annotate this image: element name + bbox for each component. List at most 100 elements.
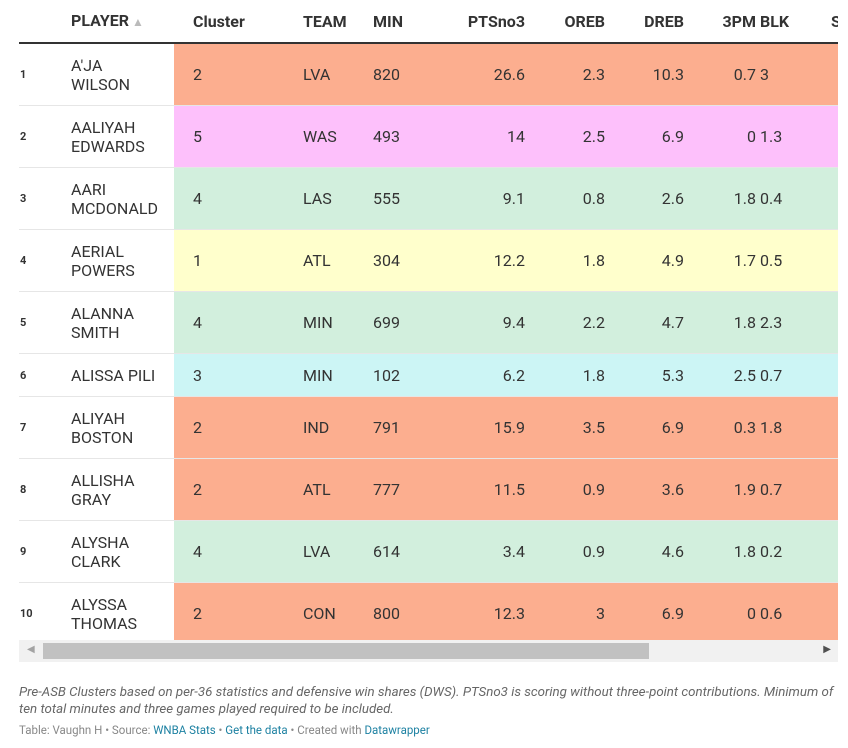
table-row: 7 ALIYAH BOSTON 2 IND 791 15.9 3.5 6.9 0.3 1.8 (19, 396, 838, 459)
scroll-right-arrow-icon[interactable]: ▶ (823, 644, 831, 655)
rank-cell: 4 (19, 229, 71, 292)
dreb-cell: 6.9 (605, 582, 684, 640)
ptsno3-cell: 26.6 (429, 43, 525, 106)
ptsno3-cell: 3.4 (429, 520, 525, 583)
player-name-line2: CLARK (71, 551, 121, 571)
s-cell (831, 520, 838, 583)
table-row: 9 ALYSHA CLARK 4 LVA 614 3.4 0.9 4.6 1.8 0.2 (19, 520, 838, 583)
blk-cell: 2.3 (756, 291, 831, 354)
oreb-cell: 3 (525, 582, 605, 640)
s-cell (831, 458, 838, 521)
table-row: 1 A'JA WILSON 2 LVA 820 26.6 2.3 10.3 0.7 3 (19, 43, 838, 106)
team-cell: WAS (303, 105, 373, 168)
table-body: 1 A'JA WILSON 2 LVA 820 26.6 2.3 10.3 0.7 3 2 AALIYA… (19, 43, 838, 640)
rank-cell: 3 (19, 167, 71, 230)
header-team[interactable]: TEAM (303, 0, 373, 44)
player-name-line1: ALIYAH (71, 408, 125, 428)
min-cell: 777 (373, 458, 429, 521)
oreb-cell: 0.9 (525, 520, 605, 583)
player-cell: ALANNA SMITH (71, 291, 174, 354)
oreb-cell: 1.8 (525, 229, 605, 292)
s-cell (831, 43, 838, 106)
scroll-left-arrow-icon[interactable]: ◀ (27, 644, 35, 655)
ptsno3-cell: 9.1 (429, 167, 525, 230)
table-notes: Pre-ASB Clusters based on per-36 statist… (19, 685, 834, 717)
get-the-data-link[interactable]: Get the data (225, 723, 288, 737)
blk-cell: 0.2 (756, 520, 831, 583)
s-cell (831, 105, 838, 168)
cluster-cell: 3 (174, 353, 303, 397)
dreb-cell: 6.9 (605, 105, 684, 168)
header-player[interactable]: PLAYER ▲ (71, 0, 174, 44)
player-cell: ALYSSA THOMAS (71, 582, 174, 640)
team-cell: LVA (303, 43, 373, 106)
rank-cell: 10 (19, 582, 71, 640)
3pm-cell: 1.8 (684, 167, 756, 230)
horizontal-scrollbar[interactable]: ◀ ▶ (19, 640, 838, 662)
source-link[interactable]: WNBA Stats (153, 723, 216, 737)
dreb-cell: 3.6 (605, 458, 684, 521)
blk-cell: 1.3 (756, 105, 831, 168)
oreb-cell: 2.3 (525, 43, 605, 106)
table-viewport[interactable]: PLAYER ▲ Cluster TEAM MIN PTSno3 OREB DRE… (19, 0, 838, 640)
cluster-cell: 4 (174, 520, 303, 583)
sort-ascending-icon[interactable]: ▲ (132, 14, 144, 29)
cluster-cell: 5 (174, 105, 303, 168)
header-3pm[interactable]: 3PM (684, 0, 756, 44)
player-name-line2: MCDONALD (71, 198, 158, 218)
player-name-line2: WILSON (71, 74, 131, 94)
datawrapper-link[interactable]: Datawrapper (364, 723, 430, 737)
header-blk[interactable]: BLK (756, 0, 831, 44)
3pm-cell: 2.5 (684, 353, 756, 397)
player-name-line1: AALIYAH (71, 117, 136, 137)
rank-cell: 7 (19, 396, 71, 459)
oreb-cell: 2.5 (525, 105, 605, 168)
header-min[interactable]: MIN (373, 0, 429, 44)
header-dreb[interactable]: DREB (605, 0, 684, 44)
ptsno3-cell: 9.4 (429, 291, 525, 354)
s-cell (831, 582, 838, 640)
dreb-cell: 6.9 (605, 396, 684, 459)
header-oreb[interactable]: OREB (525, 0, 605, 44)
dreb-cell: 2.6 (605, 167, 684, 230)
table-row: 8 ALLISHA GRAY 2 ATL 777 11.5 0.9 3.6 1.9 0.7 (19, 458, 838, 521)
s-cell (831, 291, 838, 354)
ptsno3-cell: 12.2 (429, 229, 525, 292)
s-cell (831, 229, 838, 292)
header-ptsno3[interactable]: PTSno3 (429, 0, 525, 44)
player-name-line2: POWERS (71, 260, 135, 280)
blk-cell: 0.7 (756, 353, 831, 397)
team-cell: IND (303, 396, 373, 459)
dreb-cell: 10.3 (605, 43, 684, 106)
table-row: 2 AALIYAH EDWARDS 5 WAS 493 14 2.5 6.9 0 1.3 (19, 105, 838, 168)
blk-cell: 0.7 (756, 458, 831, 521)
player-cell: AARI MCDONALD (71, 167, 174, 230)
player-cell: ALYSHA CLARK (71, 520, 174, 583)
min-cell: 800 (373, 582, 429, 640)
ptsno3-cell: 6.2 (429, 353, 525, 397)
player-name-line1: ALISSA PILI (71, 365, 156, 385)
cluster-cell: 4 (174, 291, 303, 354)
header-s[interactable]: S (831, 0, 838, 44)
oreb-cell: 0.8 (525, 167, 605, 230)
team-cell: MIN (303, 291, 373, 354)
rank-cell: 6 (19, 353, 71, 397)
min-cell: 102 (373, 353, 429, 397)
blk-cell: 0.5 (756, 229, 831, 292)
header-cluster[interactable]: Cluster (174, 0, 303, 44)
player-name-line1: ALLISHA (71, 470, 135, 490)
player-cell: ALIYAH BOSTON (71, 396, 174, 459)
3pm-cell: 0 (684, 105, 756, 168)
cluster-cell: 1 (174, 229, 303, 292)
player-cell: A'JA WILSON (71, 43, 174, 106)
table-row: 3 AARI MCDONALD 4 LAS 555 9.1 0.8 2.6 1.8 0.4 (19, 167, 838, 230)
rank-cell: 5 (19, 291, 71, 354)
min-cell: 493 (373, 105, 429, 168)
table-row: 6 ALISSA PILI 3 MIN 102 6.2 1.8 5.3 2.5 0.7 (19, 353, 838, 397)
footer-sep: • (215, 723, 226, 737)
oreb-cell: 3.5 (525, 396, 605, 459)
min-cell: 699 (373, 291, 429, 354)
team-cell: LAS (303, 167, 373, 230)
scrollbar-thumb[interactable] (43, 643, 649, 659)
table-row: 4 AERIAL POWERS 1 ATL 304 12.2 1.8 4.9 1.7 0.5 (19, 229, 838, 292)
